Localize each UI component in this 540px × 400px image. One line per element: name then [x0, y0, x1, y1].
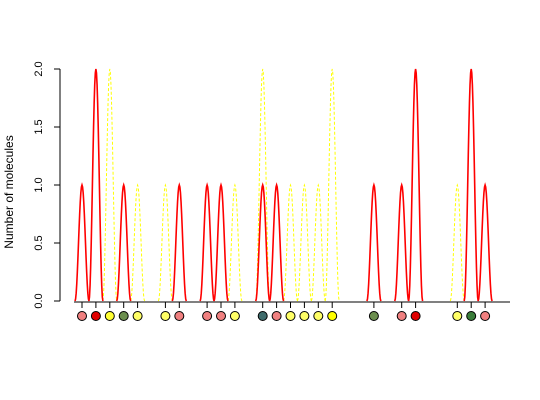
marker-dot — [202, 311, 213, 321]
series-peak — [213, 182, 229, 302]
series-peak — [407, 68, 424, 302]
series-group — [74, 68, 493, 302]
series-layer — [74, 68, 493, 302]
marker-dot — [368, 311, 379, 321]
marker-dot — [466, 311, 477, 321]
marker-row — [77, 311, 491, 321]
series-peak — [227, 183, 243, 302]
marker-dot — [90, 311, 101, 321]
y-tick-label: 1.5 — [33, 119, 45, 134]
marker-dot — [132, 311, 143, 321]
marker-dot — [160, 311, 171, 321]
series-peak — [157, 183, 173, 302]
marker-dot — [410, 311, 421, 321]
marker-dot — [216, 311, 226, 321]
marker-dot — [299, 311, 310, 321]
marker-dot — [452, 311, 463, 321]
series-peak — [449, 183, 465, 302]
marker-dot — [118, 311, 129, 321]
marker-dot — [285, 311, 296, 321]
y-tick-label: 0.0 — [33, 293, 45, 308]
series-peak — [477, 182, 493, 302]
y-axis-label: Number of molecules — [2, 135, 16, 248]
marker-dot — [229, 311, 240, 321]
series-peak — [199, 182, 215, 302]
y-tick-label: 1.0 — [33, 177, 45, 192]
series-peak — [296, 183, 312, 302]
marker-dot — [271, 311, 282, 321]
marker-dot — [327, 311, 338, 321]
series-peak — [393, 182, 410, 302]
marker-dot — [104, 311, 115, 321]
marker-dot — [313, 311, 324, 321]
series-peak — [102, 68, 118, 302]
marker-dot — [257, 311, 268, 321]
marker-dot — [77, 311, 87, 321]
marker-dot — [480, 311, 491, 321]
marker-dot — [396, 311, 407, 321]
series-peak — [324, 68, 340, 302]
series-peak — [74, 182, 90, 302]
series-peak — [254, 182, 271, 302]
series-peak — [268, 182, 285, 302]
series-peak — [255, 68, 271, 302]
series-peak — [283, 183, 298, 302]
series-peak — [88, 68, 104, 302]
y-tick-label: 2.0 — [33, 61, 45, 76]
y-axis: 0.0 0.5 1.0 1.5 2.0 — [33, 61, 61, 309]
series-peak — [366, 182, 382, 302]
series-peak — [130, 183, 146, 302]
series-peak — [310, 183, 326, 302]
series-peak — [463, 68, 479, 302]
y-tick-label: 0.5 — [33, 235, 45, 250]
x-axis — [74, 301, 510, 308]
series-peak — [115, 182, 132, 302]
series-peak — [171, 182, 188, 302]
marker-dot — [174, 311, 185, 321]
